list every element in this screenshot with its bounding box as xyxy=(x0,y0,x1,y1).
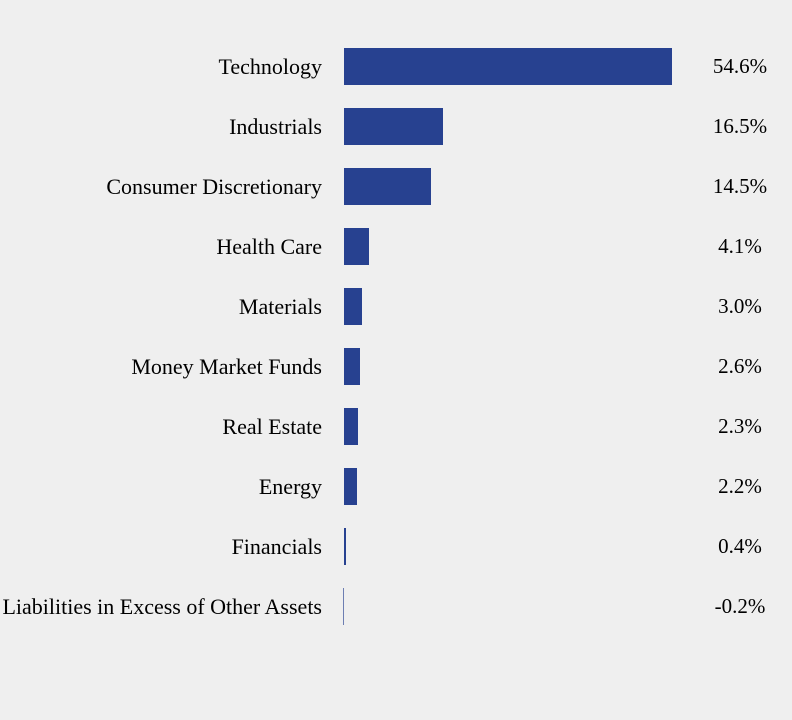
category-label: Technology xyxy=(218,53,322,79)
chart-row: Materials 3.0% xyxy=(0,276,792,336)
chart-row: Consumer Discretionary 14.5% xyxy=(0,156,792,216)
category-label: Industrials xyxy=(229,113,322,139)
category-label: Liabilities in Excess of Other Assets xyxy=(2,593,322,619)
category-label: Financials xyxy=(231,533,322,559)
bar xyxy=(344,227,369,265)
bar xyxy=(344,407,358,445)
category-label: Materials xyxy=(238,293,322,319)
bar-area xyxy=(344,527,688,565)
bar-area xyxy=(344,467,688,505)
bar xyxy=(344,107,443,145)
value-label: -0.2% xyxy=(714,593,766,618)
value-label: 2.2% xyxy=(718,473,762,498)
category-label: Consumer Discretionary xyxy=(106,173,322,199)
bar-area xyxy=(344,287,688,325)
chart-row: Financials 0.4% xyxy=(0,516,792,576)
bar xyxy=(344,47,672,85)
chart-row: Energy 2.2% xyxy=(0,456,792,516)
bar-area xyxy=(344,347,688,385)
value-label: 16.5% xyxy=(712,113,768,138)
bar xyxy=(344,167,431,205)
bar xyxy=(342,587,344,625)
value-label: 3.0% xyxy=(718,293,762,318)
bar-area xyxy=(344,107,688,145)
bar xyxy=(344,347,360,385)
chart-row: Liabilities in Excess of Other Assets -0… xyxy=(0,576,792,636)
value-label: 14.5% xyxy=(712,173,768,198)
bar xyxy=(344,467,358,505)
bar xyxy=(344,287,362,325)
value-label: 4.1% xyxy=(718,233,762,258)
bar-area xyxy=(344,227,688,265)
chart-row: Real Estate 2.3% xyxy=(0,396,792,456)
value-label: 54.6% xyxy=(712,53,768,78)
category-label: Health Care xyxy=(216,233,322,259)
bar-area xyxy=(344,407,688,445)
category-label: Money Market Funds xyxy=(131,353,322,379)
bar-area xyxy=(344,47,688,85)
value-label: 2.6% xyxy=(718,353,762,378)
bar-area xyxy=(344,167,688,205)
value-label: 0.4% xyxy=(718,533,762,558)
category-label: Energy xyxy=(258,473,322,499)
value-label: 2.3% xyxy=(718,413,762,438)
bar xyxy=(344,527,347,565)
chart-row: Technology 54.6% xyxy=(0,36,792,96)
category-label: Real Estate xyxy=(222,413,322,439)
chart-row: Health Care 4.1% xyxy=(0,216,792,276)
sector-allocation-bar-chart: Technology 54.6% Industrials 16.5% Consu… xyxy=(0,36,792,636)
chart-row: Industrials 16.5% xyxy=(0,96,792,156)
bar-area xyxy=(342,587,688,625)
chart-row: Money Market Funds 2.6% xyxy=(0,336,792,396)
